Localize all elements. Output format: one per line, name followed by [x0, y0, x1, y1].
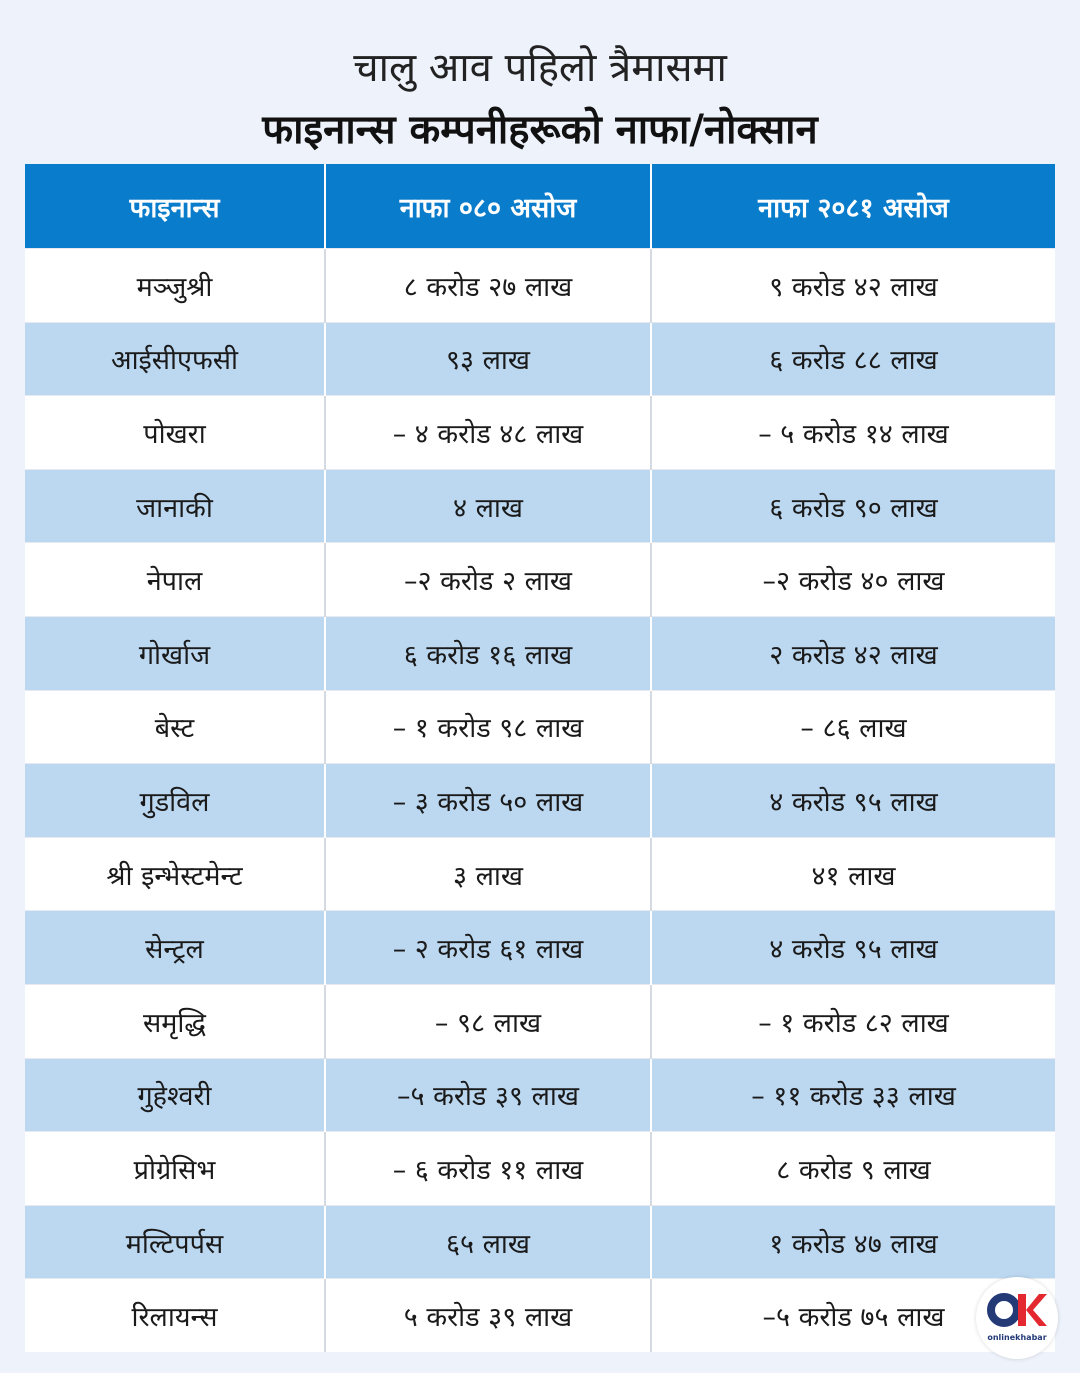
cell-profit-080: – ९८ लाख — [325, 983, 652, 1059]
cell-company: गोर्खाज — [25, 615, 326, 691]
table-row: समृद्धि – ९८ लाख – १ करोड ८२ लाख — [25, 983, 1055, 1059]
cell-company: बेस्ट — [25, 689, 326, 764]
table-row: पोखरा – ४ करोड ४८ लाख – ५ करोड १४ लाख — [25, 395, 1055, 470]
cell-company: जानाकी — [25, 468, 326, 543]
table-row: गुडविल – ३ करोड ५० लाख ४ करोड ९५ लाख — [25, 763, 1055, 838]
cell-profit-2081: – ५ करोड १४ लाख — [651, 395, 1055, 470]
cell-profit-2081: ४१ लाख — [651, 836, 1055, 911]
header-finance: फाइनान्स — [25, 164, 326, 249]
cell-company: मल्टिपर्पस — [25, 1204, 326, 1279]
table-row: मञ्जुश्री ८ करोड २७ लाख ९ करोड ४२ लाख — [25, 248, 1055, 323]
cell-profit-080: ८ करोड २७ लाख — [325, 248, 652, 323]
title-line-1: चालु आव पहिलो त्रैमासमा — [353, 45, 727, 91]
cell-company: मञ्जुश्री — [25, 248, 326, 323]
cell-profit-2081: ६ करोड ९० लाख — [651, 468, 1055, 543]
cell-profit-080: – १ करोड ९८ लाख — [325, 689, 652, 764]
table-row: बेस्ट – १ करोड ९८ लाख – ८६ लाख — [25, 689, 1055, 764]
table-row: गुहेश्वरी –५ करोड ३९ लाख – ११ करोड ३३ ला… — [25, 1057, 1055, 1132]
table-header-row: फाइनान्स नाफा ०८० असोज नाफा २०८१ असोज — [25, 164, 1055, 249]
cell-profit-080: –२ करोड २ लाख — [325, 542, 652, 617]
table-row: सेन्ट्रल – २ करोड ६१ लाख ४ करोड ९५ लाख — [25, 910, 1055, 985]
cell-profit-2081: १ करोड ४७ लाख — [651, 1204, 1055, 1279]
cell-company: समृद्धि — [25, 983, 326, 1059]
cell-profit-2081: – ११ करोड ३३ लाख — [651, 1057, 1055, 1132]
cell-profit-2081: – ८६ लाख — [651, 689, 1055, 764]
cell-profit-2081: –२ करोड ४० लाख — [651, 542, 1055, 617]
header-profit-2081: नाफा २०८१ असोज — [651, 164, 1055, 249]
title-line-2: फाइनान्स कम्पनीहरूको नाफा/नोक्सान — [262, 107, 818, 153]
table-row: नेपाल –२ करोड २ लाख –२ करोड ४० लाख — [25, 542, 1055, 617]
cell-profit-2081: २ करोड ४२ लाख — [651, 615, 1055, 691]
cell-profit-080: ९३ लाख — [325, 321, 652, 396]
cell-profit-080: – ६ करोड ११ लाख — [325, 1131, 652, 1206]
cell-profit-2081: – १ करोड ८२ लाख — [651, 983, 1055, 1059]
table-row: मल्टिपर्पस ६५ लाख १ करोड ४७ लाख — [25, 1204, 1055, 1279]
cell-profit-2081: ४ करोड ९५ लाख — [651, 910, 1055, 985]
cell-profit-080: ३ लाख — [325, 836, 652, 911]
cell-profit-080: – ४ करोड ४८ लाख — [325, 395, 652, 470]
cell-company: रिलायन्स — [25, 1278, 326, 1352]
cell-profit-2081: ८ करोड ९ लाख — [651, 1131, 1055, 1206]
cell-company: गुडविल — [25, 763, 326, 838]
table-row: रिलायन्स ५ करोड ३९ लाख –५ करोड ७५ लाख — [25, 1278, 1055, 1352]
logo-text: onlinekhabar — [987, 1333, 1047, 1342]
cell-profit-080: –५ करोड ३९ लाख — [325, 1057, 652, 1132]
cell-company: सेन्ट्रल — [25, 910, 326, 985]
cell-company: श्री इन्भेस्टमेन्ट — [25, 836, 326, 911]
cell-company: गुहेश्वरी — [25, 1057, 326, 1132]
cell-profit-2081: ९ करोड ४२ लाख — [651, 248, 1055, 323]
cell-profit-080: ६५ लाख — [325, 1204, 652, 1279]
cell-profit-2081: ४ करोड ९५ लाख — [651, 763, 1055, 838]
onlinekhabar-logo[interactable]: onlinekhabar — [976, 1277, 1058, 1359]
cell-company: प्रोग्रेसिभ — [25, 1131, 326, 1206]
table-row: आईसीएफसी ९३ लाख ६ करोड ८८ लाख — [25, 321, 1055, 396]
cell-profit-080: ५ करोड ३९ लाख — [325, 1278, 652, 1352]
cell-profit-080: – ३ करोड ५० लाख — [325, 763, 652, 838]
title-block: चालु आव पहिलो त्रैमासमा फाइनान्स कम्पनीह… — [0, 0, 1080, 163]
cell-profit-2081: ६ करोड ८८ लाख — [651, 321, 1055, 396]
cell-profit-080: ६ करोड १६ लाख — [325, 615, 652, 691]
table-row: जानाकी ४ लाख ६ करोड ९० लाख — [25, 468, 1055, 543]
table-row: गोर्खाज ६ करोड १६ लाख २ करोड ४२ लाख — [25, 615, 1055, 691]
cell-company: आईसीएफसी — [25, 321, 326, 396]
header-profit-080: नाफा ०८० असोज — [325, 164, 652, 249]
cell-company: पोखरा — [25, 395, 326, 470]
ok-logo-icon — [987, 1293, 1047, 1327]
cell-company: नेपाल — [25, 542, 326, 617]
table-row: श्री इन्भेस्टमेन्ट ३ लाख ४१ लाख — [25, 836, 1055, 911]
cell-profit-080: ४ लाख — [325, 468, 652, 543]
finance-table: फाइनान्स नाफा ०८० असोज नाफा २०८१ असोज मञ… — [25, 164, 1055, 1352]
table-row: प्रोग्रेसिभ – ६ करोड ११ लाख ८ करोड ९ लाख — [25, 1131, 1055, 1206]
cell-profit-080: – २ करोड ६१ लाख — [325, 910, 652, 985]
